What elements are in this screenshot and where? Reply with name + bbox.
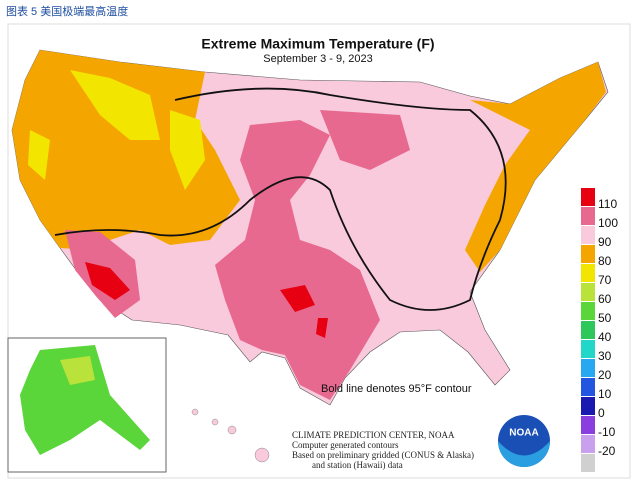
legend-label: 0 bbox=[598, 406, 605, 420]
legend-label: -20 bbox=[598, 444, 616, 458]
legend-swatch bbox=[581, 340, 595, 358]
legend-swatch bbox=[581, 359, 595, 377]
legend-label: 50 bbox=[598, 311, 612, 325]
legend-swatch bbox=[581, 302, 595, 320]
credit-line: CLIMATE PREDICTION CENTER, NOAA bbox=[292, 430, 455, 440]
legend-swatch bbox=[581, 226, 595, 244]
legend-label: 80 bbox=[598, 254, 612, 268]
credit-line: and station (Hawaii) data bbox=[312, 460, 403, 470]
legend-swatch bbox=[581, 454, 595, 472]
noaa-logo: NOAA bbox=[498, 415, 550, 467]
legend-swatch bbox=[581, 416, 595, 434]
hawaii bbox=[191, 408, 270, 463]
legend-label: -10 bbox=[598, 425, 616, 439]
legend-label: 10 bbox=[598, 387, 612, 401]
credits: CLIMATE PREDICTION CENTER, NOAAComputer … bbox=[292, 430, 474, 470]
legend-label: 90 bbox=[598, 235, 612, 249]
legend-label: 110 bbox=[598, 197, 617, 211]
logo-text: NOAA bbox=[509, 428, 538, 439]
legend-label: 40 bbox=[598, 330, 612, 344]
credit-line: Computer generated contours bbox=[292, 440, 399, 450]
legend-swatch bbox=[581, 435, 595, 453]
credit-line: Based on preliminary gridded (CONUS & Al… bbox=[292, 450, 474, 460]
legend-swatch bbox=[581, 245, 595, 263]
map-title: Extreme Maximum Temperature (F) bbox=[201, 36, 434, 52]
legend-label: 20 bbox=[598, 368, 612, 382]
legend-swatch bbox=[581, 283, 595, 301]
legend-swatch bbox=[581, 188, 595, 206]
map-subtitle: September 3 - 9, 2023 bbox=[263, 53, 372, 65]
contour-note: Bold line denotes 95°F contour bbox=[321, 383, 472, 395]
figure-caption: 图表 5 美国极端最高温度 bbox=[6, 4, 128, 18]
legend-swatch bbox=[581, 397, 595, 415]
legend-label: 70 bbox=[598, 273, 612, 287]
conus-map bbox=[11, 49, 609, 406]
legend-label: 60 bbox=[598, 292, 612, 306]
legend-swatch bbox=[581, 321, 595, 339]
legend-swatch bbox=[581, 378, 595, 396]
legend-label: 100 bbox=[598, 216, 618, 230]
legend-label: 30 bbox=[598, 349, 612, 363]
legend-swatch bbox=[581, 207, 595, 225]
legend-swatch bbox=[581, 264, 595, 282]
alaska-inset bbox=[7, 337, 167, 473]
